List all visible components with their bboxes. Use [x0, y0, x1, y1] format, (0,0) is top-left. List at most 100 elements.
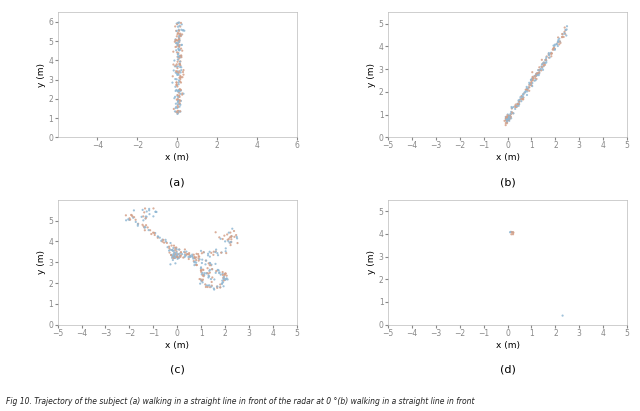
Point: [513, 100, 523, 107]
Point: [172, 249, 182, 256]
Point: [175, 78, 185, 85]
Point: [176, 64, 186, 71]
Point: [515, 97, 525, 103]
Point: [552, 41, 562, 48]
Point: [170, 249, 180, 256]
Point: [178, 27, 188, 34]
Point: [502, 116, 513, 123]
Point: [175, 69, 186, 76]
Point: [503, 116, 513, 123]
Point: [232, 235, 242, 242]
Point: [219, 277, 229, 284]
Point: [193, 251, 204, 257]
Point: [170, 94, 180, 100]
Point: [557, 31, 568, 37]
Point: [502, 116, 513, 122]
Point: [518, 91, 528, 98]
Point: [175, 100, 185, 106]
Point: [513, 97, 524, 104]
Point: [125, 216, 135, 223]
Point: [173, 96, 183, 103]
Point: [193, 253, 204, 259]
Point: [517, 96, 527, 103]
Point: [555, 38, 565, 45]
Point: [180, 253, 191, 259]
Point: [185, 253, 195, 260]
Point: [175, 58, 186, 65]
Point: [226, 233, 236, 240]
Point: [168, 254, 178, 260]
Point: [169, 253, 179, 259]
Point: [504, 112, 515, 118]
Point: [175, 250, 185, 257]
Point: [180, 249, 190, 256]
Point: [207, 282, 217, 289]
Point: [175, 102, 186, 108]
Point: [527, 80, 538, 86]
Point: [504, 113, 514, 120]
Point: [218, 272, 228, 278]
Point: [177, 251, 187, 257]
Point: [171, 104, 181, 110]
Point: [173, 88, 183, 95]
Point: [511, 101, 521, 108]
Point: [165, 261, 175, 268]
Point: [175, 101, 185, 107]
Point: [173, 254, 183, 261]
Point: [204, 270, 214, 277]
Point: [191, 261, 201, 268]
Point: [226, 239, 236, 245]
Point: [207, 266, 217, 272]
Point: [172, 43, 182, 50]
Point: [131, 217, 141, 223]
Point: [172, 37, 182, 44]
Point: [209, 285, 219, 292]
Point: [541, 54, 552, 61]
Point: [171, 28, 181, 34]
Point: [548, 46, 559, 52]
Point: [507, 109, 517, 115]
Point: [225, 240, 235, 246]
Point: [533, 67, 543, 74]
Point: [507, 105, 517, 112]
Point: [172, 253, 182, 260]
Point: [224, 229, 234, 236]
Point: [207, 274, 218, 281]
Point: [174, 37, 184, 44]
Point: [178, 27, 188, 34]
Point: [196, 271, 207, 277]
Point: [221, 248, 231, 254]
Point: [173, 26, 184, 33]
Point: [175, 42, 185, 48]
Point: [166, 252, 177, 259]
Point: [502, 115, 512, 122]
Point: [173, 46, 184, 53]
Point: [180, 252, 190, 258]
Point: [145, 211, 155, 217]
Point: [175, 23, 186, 30]
Point: [557, 312, 568, 319]
Point: [168, 245, 179, 251]
Point: [146, 231, 156, 237]
Point: [168, 48, 179, 55]
Point: [500, 115, 511, 122]
Point: [170, 39, 180, 45]
Point: [561, 27, 571, 33]
Point: [176, 97, 186, 104]
Point: [504, 115, 514, 121]
Point: [172, 21, 182, 28]
Text: (a): (a): [170, 177, 185, 187]
Text: (c): (c): [170, 365, 185, 375]
Point: [138, 222, 148, 228]
Point: [172, 248, 182, 255]
Point: [205, 260, 215, 266]
Point: [173, 108, 184, 114]
Point: [503, 116, 513, 123]
Point: [185, 252, 195, 259]
Point: [502, 115, 513, 122]
Point: [203, 250, 213, 257]
Point: [529, 77, 540, 84]
Point: [164, 243, 174, 250]
Point: [516, 98, 527, 104]
Point: [220, 232, 230, 239]
